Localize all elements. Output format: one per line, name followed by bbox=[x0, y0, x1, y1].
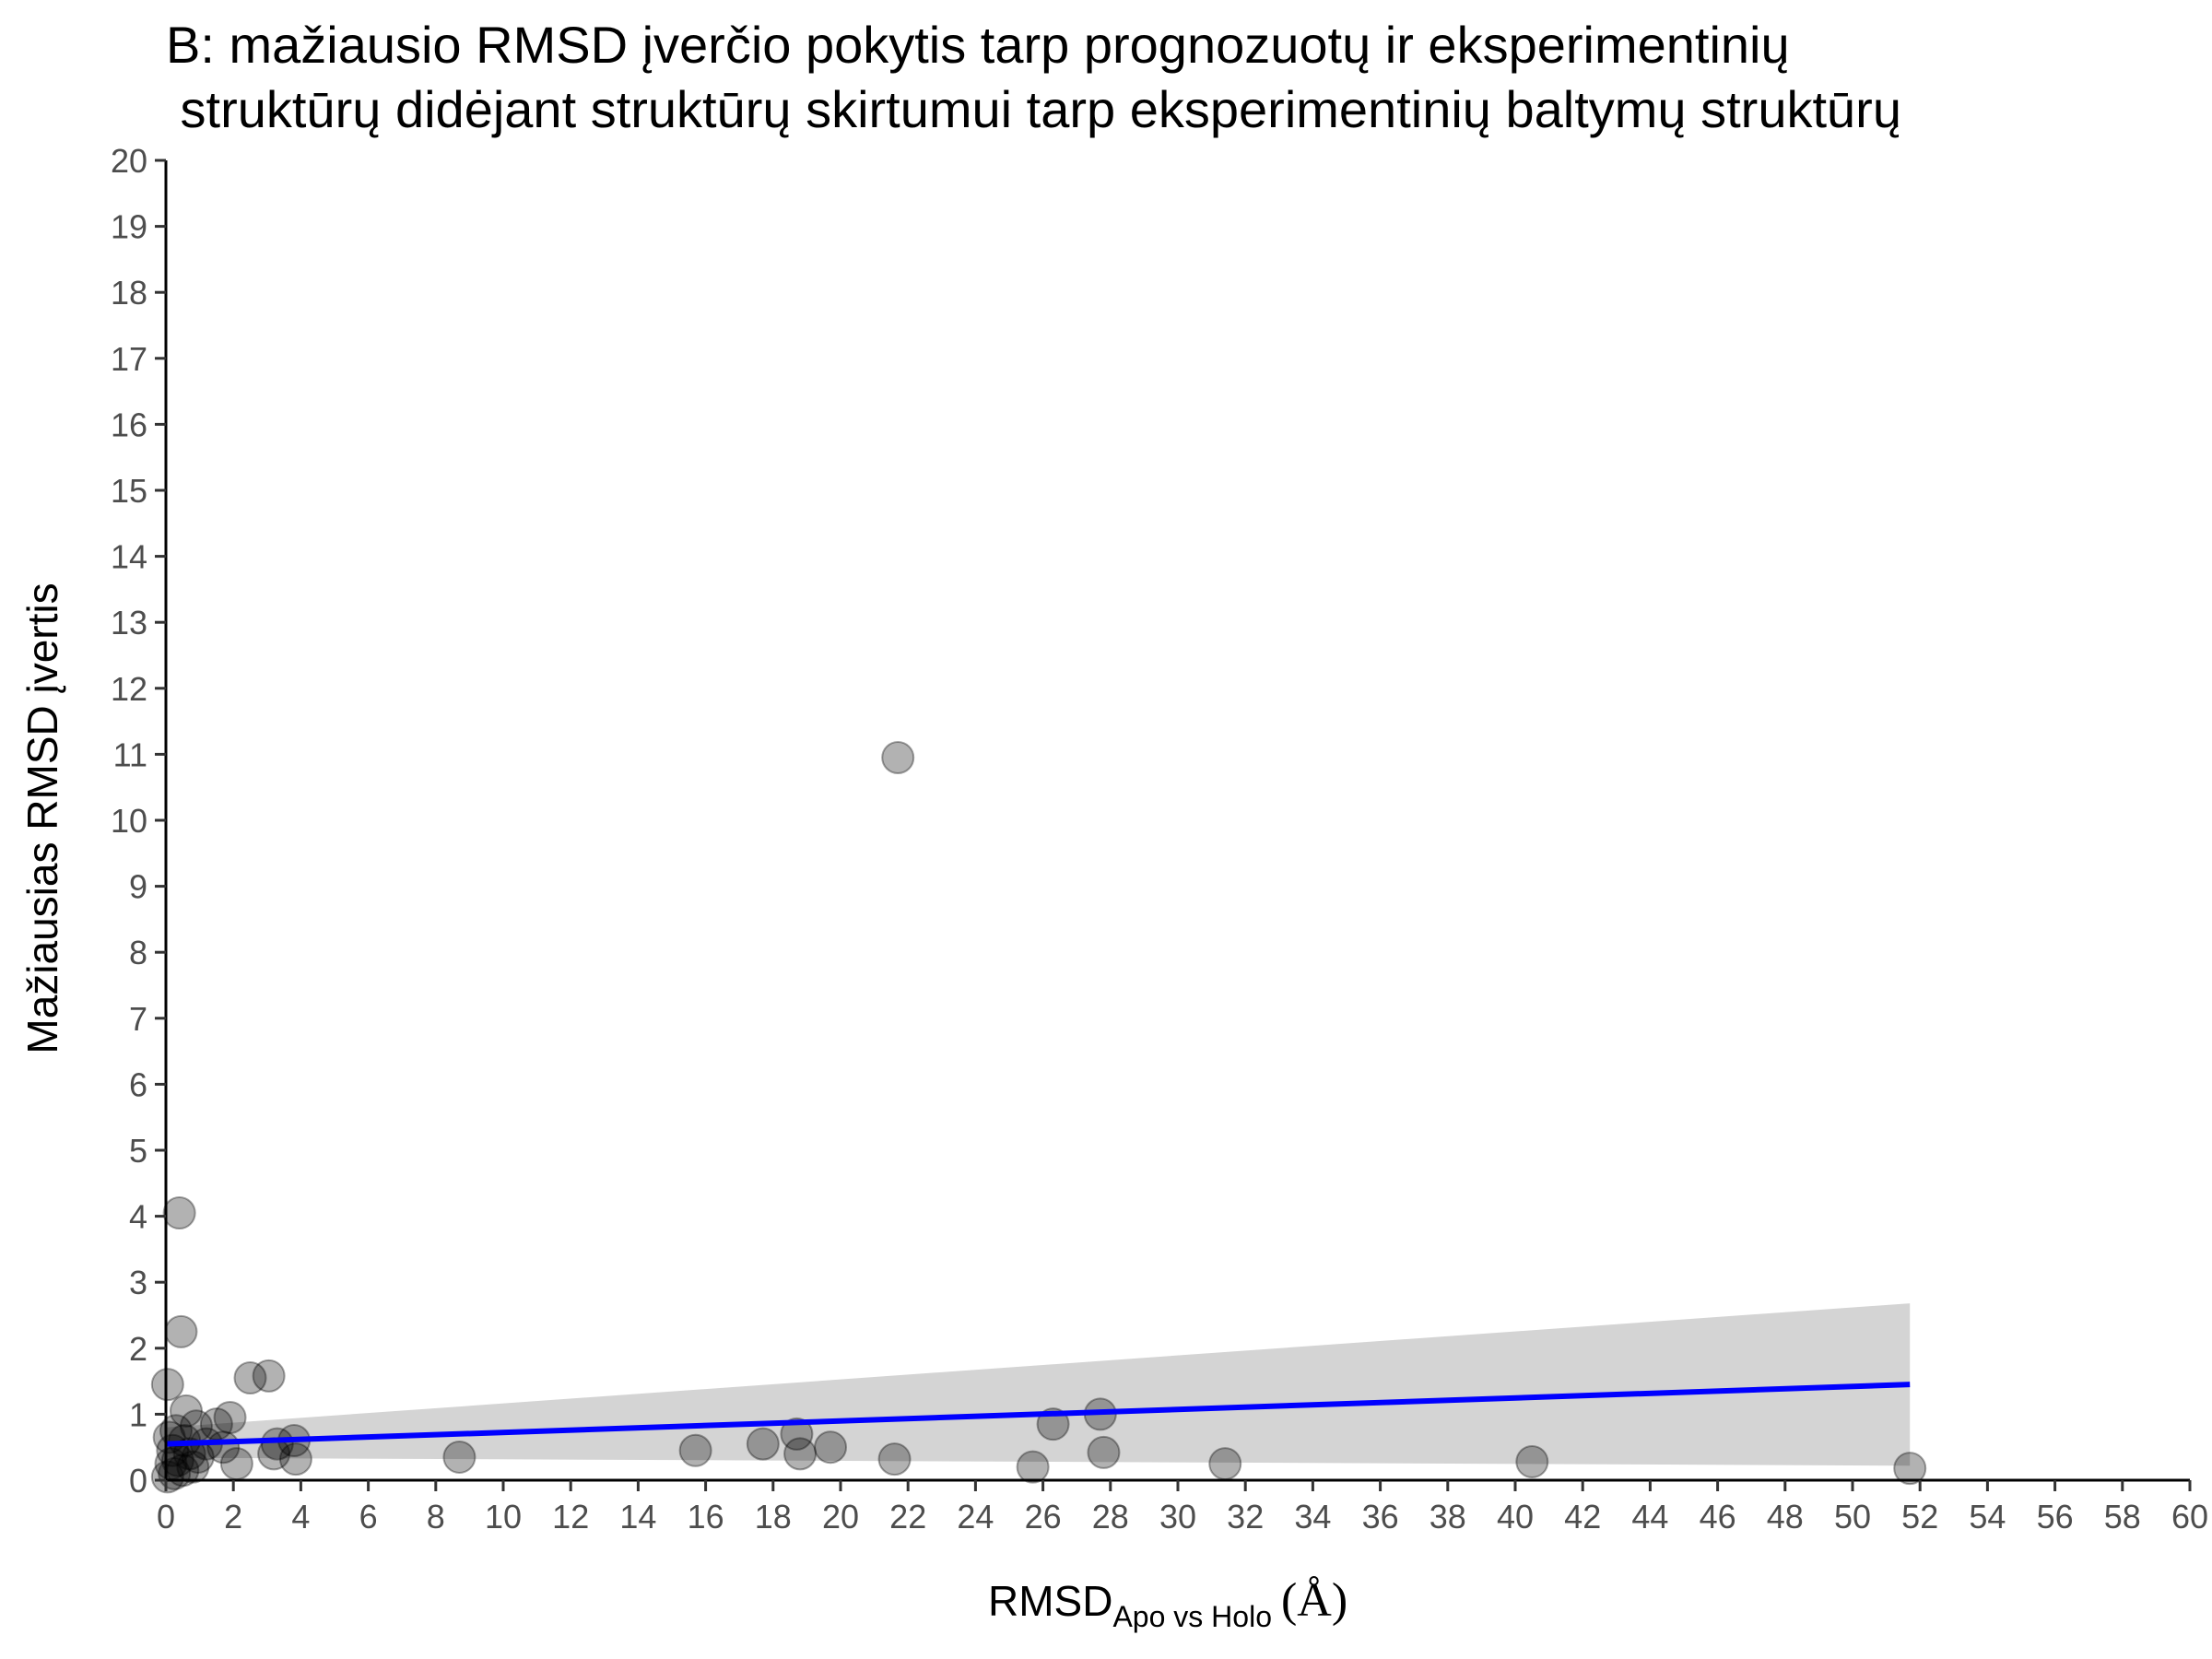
y-tick-label: 18 bbox=[111, 274, 147, 312]
x-tick-label: 8 bbox=[427, 1498, 445, 1535]
data-point bbox=[1016, 1450, 1050, 1484]
data-point bbox=[159, 1414, 193, 1448]
y-tick-label: 17 bbox=[111, 340, 147, 378]
x-tick-label: 18 bbox=[755, 1498, 792, 1535]
x-tick-label: 16 bbox=[688, 1498, 724, 1535]
data-point bbox=[1208, 1447, 1242, 1481]
data-point bbox=[150, 1460, 184, 1494]
data-point bbox=[877, 1442, 912, 1477]
x-tick-label: 2 bbox=[224, 1498, 242, 1535]
y-tick-label: 0 bbox=[129, 1462, 147, 1500]
x-tick-label: 58 bbox=[2104, 1498, 2141, 1535]
y-tick-label: 2 bbox=[129, 1330, 147, 1368]
y-tick-label: 12 bbox=[111, 670, 147, 708]
data-point bbox=[814, 1430, 848, 1465]
y-tick-label: 19 bbox=[111, 208, 147, 246]
y-tick-label: 14 bbox=[111, 538, 147, 576]
data-point bbox=[150, 1368, 184, 1402]
x-tick-label: 14 bbox=[619, 1498, 656, 1535]
y-axis-title: Mažiausias RMSD įvertis bbox=[18, 582, 66, 1053]
x-tick-label: 56 bbox=[2037, 1498, 2074, 1535]
chart-title-line-1: B: mažiausio RMSD įverčio pokytis tarp p… bbox=[166, 16, 1790, 74]
x-axis-ticks: 0 2 4 6 8 10 12 14 16 18 20 22 24 26 28 30 32 34 36 38 40 42 4… bbox=[157, 1480, 2208, 1535]
data-point bbox=[219, 1447, 253, 1481]
x-tick-label: 4 bbox=[291, 1498, 310, 1535]
x-tick-label: 0 bbox=[157, 1498, 175, 1535]
x-tick-label: 34 bbox=[1294, 1498, 1331, 1535]
x-tick-label: 48 bbox=[1767, 1498, 1804, 1535]
data-point bbox=[176, 1450, 210, 1484]
y-tick-label: 16 bbox=[111, 406, 147, 443]
data-point bbox=[164, 1314, 198, 1348]
x-tick-label: 10 bbox=[485, 1498, 522, 1535]
data-point bbox=[1515, 1444, 1549, 1478]
x-tick-label: 54 bbox=[1969, 1498, 2006, 1535]
y-tick-label: 5 bbox=[129, 1132, 147, 1170]
chart-title-line-2: struktūrų didėjant struktūrų skirtumui t… bbox=[166, 80, 1901, 138]
y-tick-label: 7 bbox=[129, 1000, 147, 1038]
y-tick-label: 3 bbox=[129, 1264, 147, 1301]
x-tick-label: 22 bbox=[889, 1498, 926, 1535]
trend-line bbox=[165, 1382, 1911, 1447]
data-point bbox=[678, 1433, 712, 1467]
y-tick-label: 10 bbox=[111, 802, 147, 840]
data-point bbox=[278, 1442, 312, 1477]
x-axis: 0 2 4 6 8 10 12 14 16 18 20 22 24 26 28 30 32 34 36 38 40 42 4… bbox=[157, 1478, 2208, 1535]
x-tick-label: 44 bbox=[1631, 1498, 1668, 1535]
data-point bbox=[780, 1417, 814, 1451]
x-tick-label: 28 bbox=[1092, 1498, 1129, 1535]
data-point bbox=[213, 1400, 247, 1434]
y-tick-label: 11 bbox=[113, 735, 147, 773]
y-tick-label: 9 bbox=[129, 868, 147, 906]
x-tick-label: 24 bbox=[957, 1498, 994, 1535]
y-tick-label: 15 bbox=[111, 472, 147, 510]
x-axis-title: RMSDApo vs Holo (Å) bbox=[988, 1574, 1347, 1633]
data-point bbox=[169, 1394, 203, 1428]
confidence-band bbox=[166, 1303, 1911, 1466]
x-tick-label: 46 bbox=[1700, 1498, 1736, 1535]
y-tick-label: 4 bbox=[129, 1198, 147, 1236]
x-tick-label: 52 bbox=[1901, 1498, 1938, 1535]
y-tick-label: 8 bbox=[129, 934, 147, 971]
data-point bbox=[746, 1427, 780, 1461]
data-points bbox=[150, 740, 1927, 1494]
x-tick-label: 6 bbox=[359, 1498, 378, 1535]
x-tick-label: 26 bbox=[1025, 1498, 1062, 1535]
data-point bbox=[233, 1361, 267, 1395]
x-tick-label: 20 bbox=[822, 1498, 859, 1535]
x-tick-label: 42 bbox=[1564, 1498, 1601, 1535]
chart-title: B: mažiausio RMSD įverčio pokytis tarp p… bbox=[166, 16, 1901, 138]
x-tick-label: 50 bbox=[1834, 1498, 1871, 1535]
x-tick-label: 30 bbox=[1159, 1498, 1196, 1535]
x-tick-label: 40 bbox=[1497, 1498, 1534, 1535]
data-point bbox=[783, 1437, 818, 1471]
data-point bbox=[260, 1427, 294, 1461]
x-axis-title-main: RMSD bbox=[988, 1577, 1112, 1625]
y-tick-label: 6 bbox=[129, 1065, 147, 1103]
x-tick-label: 32 bbox=[1227, 1498, 1264, 1535]
x-axis-title-unit: (Å) bbox=[1281, 1574, 1347, 1627]
y-tick-label: 20 bbox=[111, 142, 147, 180]
x-tick-label: 12 bbox=[552, 1498, 589, 1535]
x-axis-title-subscript: Apo vs Holo bbox=[1112, 1600, 1272, 1633]
y-tick-label: 1 bbox=[129, 1395, 147, 1433]
y-tick-label: 13 bbox=[111, 604, 147, 641]
x-tick-label: 60 bbox=[2171, 1498, 2208, 1535]
x-tick-label: 38 bbox=[1430, 1498, 1466, 1535]
x-tick-label: 36 bbox=[1362, 1498, 1399, 1535]
plot-area bbox=[150, 740, 1927, 1494]
data-point bbox=[442, 1440, 477, 1474]
data-point bbox=[1893, 1452, 1927, 1486]
data-point bbox=[162, 1196, 196, 1230]
data-point bbox=[252, 1359, 286, 1393]
data-point bbox=[881, 740, 915, 774]
data-point bbox=[1087, 1435, 1121, 1469]
